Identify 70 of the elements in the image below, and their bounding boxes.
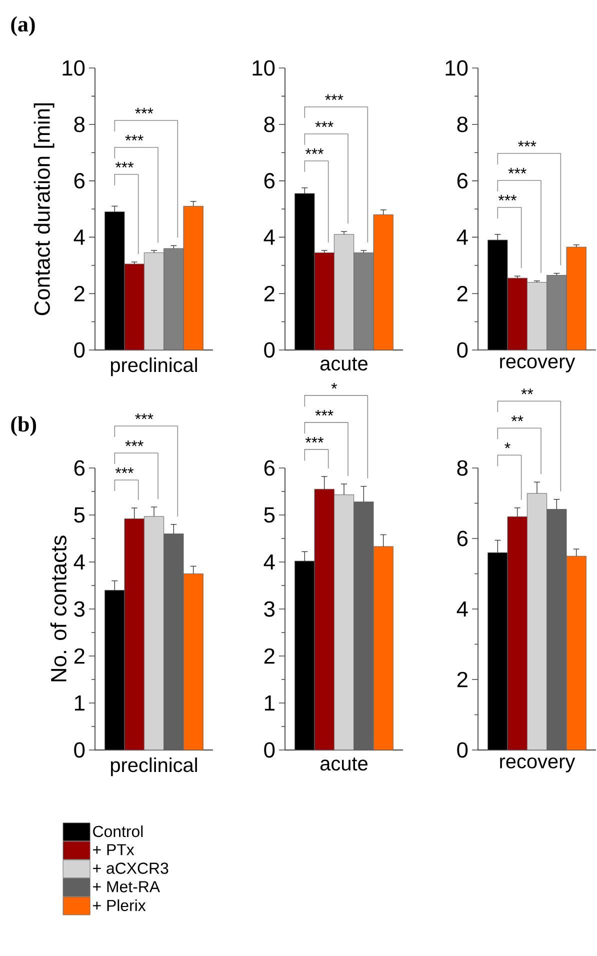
x-axis-title: recovery [500,758,576,772]
text: * [331,382,338,389]
annotation: *** [115,162,134,168]
x-axis-title: acute [320,758,368,771]
y-tick-label: 8 [264,116,275,132]
y-tick-label: 4 [456,601,468,617]
annotation: *** [508,168,526,174]
legend-label: + aCXCR3 [93,862,168,874]
y-tick-label: 2 [74,648,84,664]
y-tick-label: 4 [74,554,85,570]
legend-label: Control [93,825,143,838]
legend-label: + PTx [93,844,134,856]
y-tick-label: 6 [74,173,85,189]
y-tick-label: 6 [457,173,468,189]
text: *** [305,436,324,443]
y-tick-label: 2 [457,672,468,688]
y-tick-label: 0 [457,742,468,758]
y-tick-label: 4 [264,554,275,570]
y-tick-label: 6 [74,460,85,476]
y-axis-title: Contact duration [min] [34,103,54,316]
y-tick-label: 3 [264,601,275,617]
annotation: *** [135,108,154,114]
legend-label: + Plerix [93,899,146,912]
y-tick-label: 2 [264,286,274,302]
y-tick-label: 10 [446,60,468,76]
y-tick-label: 8 [74,116,85,132]
y-tick-label: 0 [264,742,275,758]
text: ** [521,388,534,394]
y-tick-label: 4 [456,230,468,245]
y-tick-label: 10 [62,60,85,76]
x-axis-title: preclinical [110,358,197,376]
x-axis-title: recovery [500,358,576,372]
legend-label: + Met-RA [93,881,160,892]
y-tick-label: 0 [74,342,85,358]
y-tick-label: 2 [74,286,84,302]
y-tick-label: 10 [252,60,275,76]
text: *** [315,410,334,416]
y-tick-label: 2 [264,648,274,664]
text: *** [125,440,144,446]
annotation: *** [305,148,324,154]
text: *** [135,414,154,420]
y-tick-label: 6 [457,530,468,546]
x-axis-title: preclinical [110,758,197,776]
y-tick-label: 3 [74,601,85,617]
y-tick-label: 6 [264,173,275,189]
text: * [504,442,510,448]
y-tick-label: 0 [457,342,468,358]
y-tick-label: 5 [264,507,275,523]
y-tick-label: 8 [457,460,468,476]
annotation: *** [325,94,344,100]
y-tick-label: 0 [74,742,85,758]
annotation: *** [518,140,536,146]
annotation: *** [315,121,334,127]
y-tick-label: 2 [457,286,468,302]
y-tick-label: 0 [264,342,275,358]
y-tick-label: 1 [264,695,274,711]
y-tick-label: 8 [457,116,468,132]
y-tick-label: 6 [264,460,275,476]
y-tick-label: 4 [74,230,85,245]
y-axis-title: No. of contacts [50,536,66,682]
y-tick-label: 1 [74,695,84,711]
x-axis-title: acute [320,358,368,371]
chart-title: (a) [11,16,35,36]
annotation: *** [498,194,517,200]
annotation: *** [115,468,134,474]
y-tick-label: 5 [74,507,85,523]
annotation: *** [125,134,144,141]
chart-title: (b) [11,416,36,436]
text: ** [511,416,524,422]
y-tick-label: 4 [264,230,275,245]
